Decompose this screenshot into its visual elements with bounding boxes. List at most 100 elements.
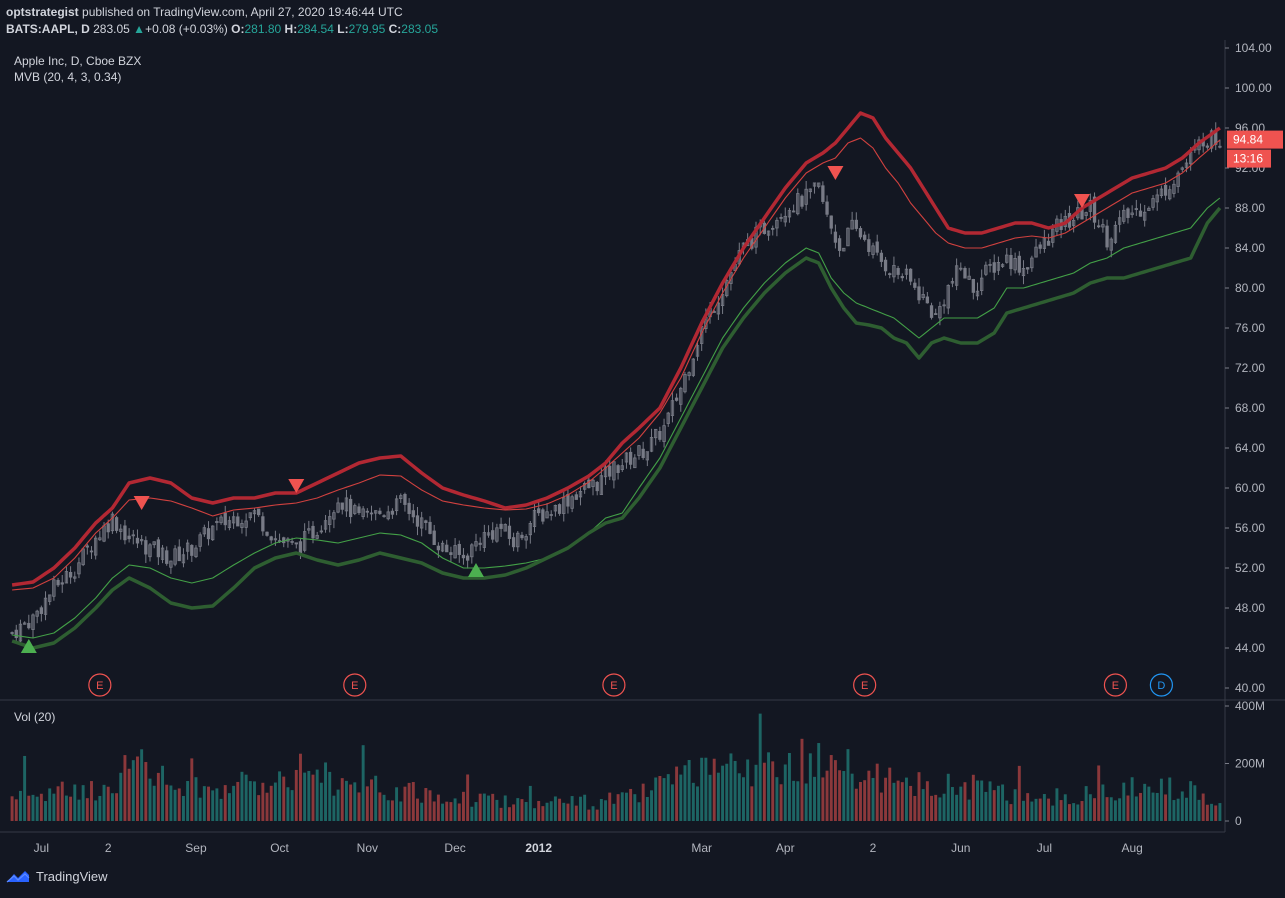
volume-bar [453, 798, 457, 821]
earnings-marker[interactable]: E [88, 673, 112, 697]
candle-body [637, 445, 641, 456]
volume-bar [950, 787, 954, 821]
candle-body [583, 483, 587, 490]
candle-body [846, 227, 850, 247]
volume-bar [1051, 805, 1055, 821]
candle-body [929, 305, 934, 318]
candle-body [1113, 224, 1118, 243]
candle-body [787, 210, 792, 218]
volume-bar [106, 786, 110, 821]
volume-bar [315, 769, 319, 821]
candle-body [545, 511, 549, 519]
volume-legend[interactable]: Vol (20) [14, 710, 56, 724]
volume-bar [35, 796, 39, 821]
signal-markers [20, 166, 1090, 653]
candle-body [411, 510, 415, 518]
volume-bar [73, 784, 77, 821]
volume-bar [148, 778, 152, 821]
candle-body [177, 546, 181, 562]
candle-body [783, 215, 787, 223]
candle-body [1105, 225, 1109, 248]
volume-bar [909, 785, 913, 821]
volume-bar [1193, 785, 1197, 821]
volume-bar [307, 770, 311, 821]
volume-bar [725, 763, 729, 821]
tradingview-footer[interactable]: TradingView [6, 869, 108, 884]
earnings-marker[interactable]: E [1103, 673, 1128, 697]
volume-bar [875, 763, 879, 821]
candle-body [775, 219, 779, 229]
candle-body [720, 294, 725, 306]
candle-body [1134, 208, 1138, 211]
symbol-label[interactable]: BATS:AAPL, D [6, 22, 90, 36]
volume-bar [859, 782, 862, 821]
candle-body [666, 412, 670, 424]
volume-bar [361, 745, 365, 821]
volume-bar [1197, 799, 1201, 821]
candle-body [1109, 238, 1113, 251]
sell-signal-marker [1073, 194, 1090, 208]
volume-bar [779, 784, 783, 821]
publish-text: published on TradingView.com, April 27, … [78, 5, 403, 19]
volume-bar [1168, 777, 1172, 821]
candle-body [27, 622, 31, 629]
candle-body [156, 539, 161, 558]
candle-body [1084, 212, 1088, 216]
publish-info: optstrategist published on TradingView.c… [6, 5, 403, 19]
candle-body [817, 182, 821, 187]
volume-bar [81, 785, 85, 821]
price-tick-label: 104.00 [1235, 41, 1272, 55]
candle-body [89, 550, 94, 553]
candle-body [94, 537, 98, 556]
candle-body [361, 508, 365, 518]
candle-body [22, 622, 27, 625]
candle-body [633, 457, 637, 469]
volume-bar [917, 772, 921, 821]
volume-bar [1189, 781, 1193, 821]
dividend-marker[interactable]: D [1149, 673, 1174, 697]
volume-bar [900, 782, 904, 821]
candle-body [169, 560, 173, 568]
candle-body [273, 538, 278, 541]
candle-body [620, 465, 624, 470]
countdown-tag-text: 13:16 [1233, 152, 1263, 166]
candle-body [378, 510, 382, 514]
series-title[interactable]: Apple Inc, D, Cboe BZX [14, 54, 142, 68]
candle-body [771, 227, 775, 230]
volume-bar [704, 757, 708, 821]
candle-body [879, 252, 884, 262]
candle-body [1013, 257, 1017, 271]
indicator-legend[interactable]: MVB (20, 4, 3, 0.34) [14, 70, 122, 84]
candle-body [424, 520, 428, 524]
volume-bar [152, 785, 156, 821]
candle-body [282, 537, 286, 544]
volume-bar [1180, 791, 1184, 821]
candle-body [549, 514, 553, 516]
candle-body [800, 195, 804, 207]
volume-bar [1063, 794, 1067, 821]
volume-bar [253, 781, 256, 821]
event-label: D [1157, 680, 1165, 692]
candle-body [1130, 212, 1134, 216]
earnings-marker[interactable]: E [853, 673, 877, 697]
volume-bar [23, 755, 27, 821]
volume-bar [570, 796, 574, 821]
candle-body [591, 479, 595, 488]
volume-bar [27, 795, 31, 821]
volume-bar [328, 771, 332, 821]
volume-bar [31, 794, 35, 821]
volume-bar [842, 771, 846, 821]
candle-body [135, 537, 140, 544]
earnings-marker[interactable]: E [343, 673, 367, 697]
candle-body [574, 494, 578, 500]
earnings-marker[interactable]: E [602, 673, 626, 697]
volume-bar [1013, 789, 1017, 821]
volume-bar [700, 757, 704, 821]
volume-bar [232, 785, 236, 821]
author-name[interactable]: optstrategist [6, 5, 79, 19]
time-tick-label: Jul [1037, 841, 1052, 855]
volume-bar [110, 793, 114, 821]
candle-body [43, 597, 48, 615]
